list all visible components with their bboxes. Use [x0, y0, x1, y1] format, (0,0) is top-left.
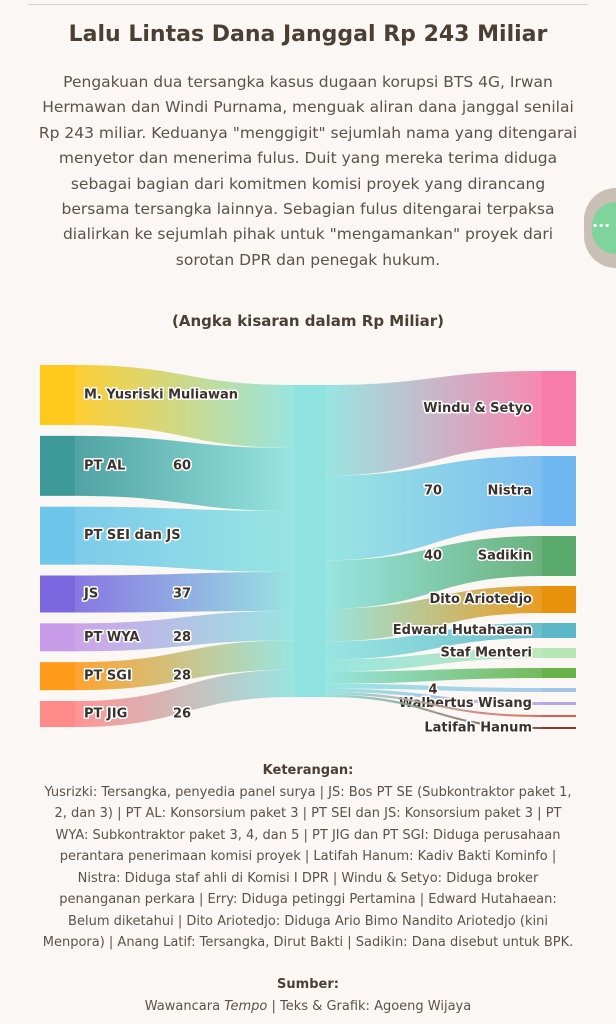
- target-node: [542, 536, 576, 576]
- source-node: [40, 365, 75, 425]
- source-node: [40, 575, 75, 613]
- flow: [325, 536, 542, 609]
- unit-note: (Angka kisaran dalam Rp Miliar): [172, 312, 444, 330]
- target-node: [542, 727, 576, 729]
- source-label: PT SEI dan JS: [84, 528, 181, 543]
- source-node: [40, 623, 75, 652]
- value-label: 28: [173, 669, 191, 684]
- target-node: [542, 623, 576, 638]
- credits-heading: Sumber:: [277, 977, 339, 992]
- center-node: [295, 385, 325, 697]
- value-label: 40: [424, 549, 442, 564]
- top-rule: [28, 4, 588, 5]
- flow: [325, 586, 542, 642]
- target-label: Sadikin: [478, 549, 532, 564]
- value-label: 26: [173, 707, 191, 722]
- flow: [325, 683, 542, 692]
- source-label: PT JIG: [84, 707, 127, 722]
- flow: [325, 668, 542, 684]
- source-node: [40, 662, 75, 691]
- menu-button[interactable]: ···: [584, 188, 616, 268]
- target-node: [542, 648, 576, 658]
- value-label: 60: [173, 458, 191, 473]
- flow: [325, 456, 542, 561]
- credits-text: | Teks & Grafik: Agoeng Wijaya: [267, 998, 472, 1014]
- source-label: PT AL: [84, 458, 125, 473]
- target-label: Nistra: [488, 484, 532, 499]
- value-label: 37: [173, 587, 191, 602]
- notes: Keterangan: Yusrizki: Tersangka, penyedi…: [40, 760, 576, 954]
- source-label: PT SGI: [84, 669, 132, 684]
- target-node: [542, 456, 576, 526]
- value-label: 28: [173, 630, 191, 645]
- credits-text: Wawancara: [144, 998, 225, 1014]
- target-node: [542, 586, 576, 613]
- chart-subtitle: Pengakuan dua tersangka kasus dugaan kor…: [38, 73, 578, 269]
- value-label: 4: [428, 683, 437, 698]
- source-node: [40, 701, 75, 727]
- credits-publication: Tempo: [224, 998, 268, 1014]
- flow: [325, 688, 542, 705]
- value-label: 70: [424, 484, 442, 499]
- chart-title: Lalu Lintas Dana Janggal Rp 243 Miliar: [68, 22, 548, 47]
- source-label: JS: [83, 587, 98, 602]
- source-label: PT WYA: [84, 630, 140, 645]
- flow: [75, 365, 295, 449]
- flow: [325, 623, 542, 660]
- target-label: Dito Ariotedjo: [429, 592, 532, 607]
- target-node: [542, 702, 576, 705]
- source-node: [40, 435, 75, 496]
- flow: [325, 692, 542, 717]
- flow: [75, 640, 295, 691]
- menu-icon[interactable]: ···: [592, 202, 616, 254]
- target-label: Staf Menteri: [441, 646, 532, 661]
- notes-heading: Keterangan:: [262, 763, 354, 778]
- flow: [75, 435, 295, 512]
- target-label: Walbertus Wisang: [399, 696, 532, 711]
- source-label: M. Yusriski Muliawan: [84, 388, 238, 403]
- flow: [75, 610, 295, 652]
- credits: Sumber: Wawancara Tempo | Teks & Grafik:…: [0, 974, 616, 1017]
- flow: [75, 669, 295, 727]
- notes-text: Yusrizki: Tersangka, penyedia panel sury…: [42, 784, 574, 951]
- flow: [325, 648, 542, 672]
- target-node: [542, 715, 576, 717]
- target-node: [542, 688, 576, 692]
- target-label: Latifah Hanum: [424, 721, 532, 736]
- flow: [75, 571, 295, 613]
- flow: [75, 506, 295, 572]
- target-label: Edward Hutahaean: [393, 623, 532, 638]
- target-node: [542, 668, 576, 678]
- flow: [325, 694, 542, 729]
- flow: [325, 371, 542, 476]
- target-node: [542, 371, 576, 446]
- source-node: [40, 506, 75, 565]
- target-label: Windu & Setyo: [423, 401, 532, 416]
